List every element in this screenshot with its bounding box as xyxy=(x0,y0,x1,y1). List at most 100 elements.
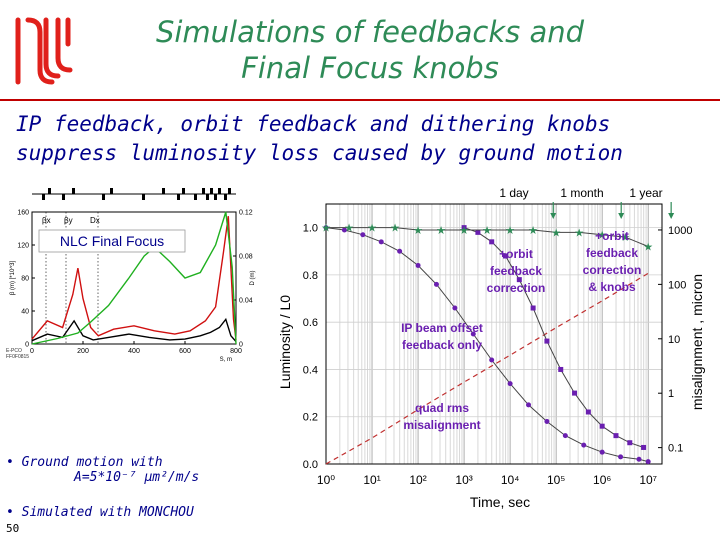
chart-annotation: IP beam offset feedback only xyxy=(401,321,483,352)
ff-y-tick-left: 160 xyxy=(17,210,29,217)
ff-y-tick-left: 120 xyxy=(17,243,29,250)
lattice-magnet xyxy=(110,188,113,194)
orbit-feedback-point xyxy=(503,253,509,259)
title-line-1: Simulations of feedbacks and xyxy=(155,15,585,49)
slide-subtitle: IP feedback, orbit feedback and ditherin… xyxy=(16,110,716,168)
lattice-magnet xyxy=(48,188,51,194)
lum-y-tick-left: 1.0 xyxy=(303,223,318,235)
ff-y-tick-left: 80 xyxy=(21,276,29,283)
lum-ylabel-left: Luminosity / L0 xyxy=(277,295,293,389)
lattice-strip xyxy=(32,188,236,200)
lattice-magnet xyxy=(72,188,75,194)
bullet-2: • Simulated with MONCHOU xyxy=(6,505,194,520)
ff-x-tick: 200 xyxy=(77,348,89,355)
lum-x-tick: 10⁵ xyxy=(547,473,565,487)
ff-series-line xyxy=(31,317,237,342)
lum-chart-bg xyxy=(262,180,718,520)
lum-y-tick-left: 0.6 xyxy=(303,317,318,329)
ff-legend-entry: βx xyxy=(42,216,51,225)
lum-plot-frame xyxy=(325,203,663,465)
lattice-magnet xyxy=(42,194,45,200)
orbit-feedback-point xyxy=(489,239,495,245)
knobs-point: ★ xyxy=(390,223,400,235)
lattice-magnet xyxy=(162,188,165,194)
lum-y-tick-right: 0.1 xyxy=(668,443,683,455)
subtitle-line-1: IP feedback, orbit feedback and ditherin… xyxy=(16,112,611,136)
ff-title-box xyxy=(38,229,186,253)
orbit-feedback-point xyxy=(558,366,564,372)
lum-x-tick: 10³ xyxy=(455,473,472,487)
ip-feedback-point xyxy=(618,454,624,460)
ff-legend-entry: βy xyxy=(64,216,73,225)
title-divider xyxy=(0,99,720,101)
lattice-magnet xyxy=(142,194,145,200)
ff-legend-entry: Dx xyxy=(90,216,100,225)
orbit-feedback-point xyxy=(530,305,536,311)
lum-xlabel: Time, sec xyxy=(470,494,530,510)
ff-chart-title: NLC Final Focus xyxy=(60,233,164,249)
knobs-point: ★ xyxy=(367,223,377,235)
ff-xlabel: S, m xyxy=(220,357,232,363)
knobs-point: ★ xyxy=(413,225,423,237)
lattice-magnet xyxy=(62,194,65,200)
subtitle-line-2: suppress luminosity loss caused by groun… xyxy=(16,141,623,165)
ip-feedback-point xyxy=(470,331,476,337)
knobs-point: ★ xyxy=(643,242,653,254)
ip-feedback-point xyxy=(397,248,403,254)
knobs-point: ★ xyxy=(597,230,607,242)
orbit-feedback-point xyxy=(627,440,633,446)
ff-corner-note: E-PCO FF0F0815 xyxy=(6,348,29,360)
lum-x-tick: 10¹ xyxy=(363,473,380,487)
lum-y-tick-right: 10 xyxy=(668,334,680,346)
ff-series-line xyxy=(31,216,237,340)
ff-y-tick-right: 0.08 xyxy=(239,254,253,261)
title-line-2: Final Focus knobs xyxy=(241,51,499,85)
time-marker-label: 1 year xyxy=(629,186,662,200)
ip-feedback-point xyxy=(489,357,495,363)
ip-feedback-point xyxy=(562,433,568,439)
orbit-feedback-point xyxy=(516,277,522,283)
knobs-point: ★ xyxy=(551,227,561,239)
time-marker-label: 1 day xyxy=(499,186,528,200)
orbit-feedback-point xyxy=(544,338,550,344)
ff-y-tick-right: 0.12 xyxy=(239,210,253,217)
ip-feedback-point xyxy=(378,239,384,245)
series-knobs xyxy=(326,227,649,247)
knobs-point: ★ xyxy=(620,232,630,244)
lum-x-tick: 10² xyxy=(409,473,426,487)
lattice-magnet xyxy=(182,188,185,194)
ff-x-tick: 800 xyxy=(230,348,242,355)
lattice-magnet xyxy=(210,188,213,194)
luminosity-chart: 0.0 0.2 0.4 0.6 0.8 1.0 0.1 1 10 100 1000 10⁰ 10¹ 10²… xyxy=(262,180,718,520)
bullet-1-formula: A=5*10⁻⁷ µm²/m/s xyxy=(74,470,200,485)
ip-feedback-point xyxy=(507,381,513,387)
ff-ylabel-right: D (m) xyxy=(250,271,256,286)
knobs-point: ★ xyxy=(574,227,584,239)
lattice-magnet xyxy=(218,188,221,194)
lattice-magnet xyxy=(102,194,105,200)
lattice-magnet xyxy=(224,194,227,200)
lattice-magnet xyxy=(206,194,209,200)
ip-feedback-point xyxy=(452,305,458,311)
lattice-magnet xyxy=(177,194,180,200)
slide-number: 50 xyxy=(6,522,20,535)
orbit-feedback-point xyxy=(461,225,467,231)
knobs-point: ★ xyxy=(482,225,492,237)
ip-feedback-point xyxy=(360,232,366,238)
lum-y-tick-left: 0.8 xyxy=(303,270,318,282)
lum-y-tick-right: 100 xyxy=(668,279,686,291)
ip-feedback-point xyxy=(645,459,651,465)
ff-y-tick-right: 0.04 xyxy=(239,298,253,305)
orbit-feedback-point xyxy=(475,229,481,235)
lum-x-tick: 10⁶ xyxy=(593,473,611,487)
ff-ylabel-left: β (m) [*10^3] xyxy=(10,261,16,296)
lum-x-tick: 10⁴ xyxy=(501,473,520,487)
notes: • Ground motion with A=5*10⁻⁷ µm²/m/s • … xyxy=(6,455,256,520)
lum-ylabel-right: misalignment , micron xyxy=(689,274,705,410)
chart-annotation: +orbit feedback correction & knobs xyxy=(583,229,642,294)
ip-feedback-point xyxy=(636,456,642,462)
ff-x-tick: 400 xyxy=(128,348,140,355)
lattice-magnet xyxy=(228,188,231,194)
bullet-1: • Ground motion with xyxy=(6,455,163,470)
knobs-point: ★ xyxy=(459,225,469,237)
